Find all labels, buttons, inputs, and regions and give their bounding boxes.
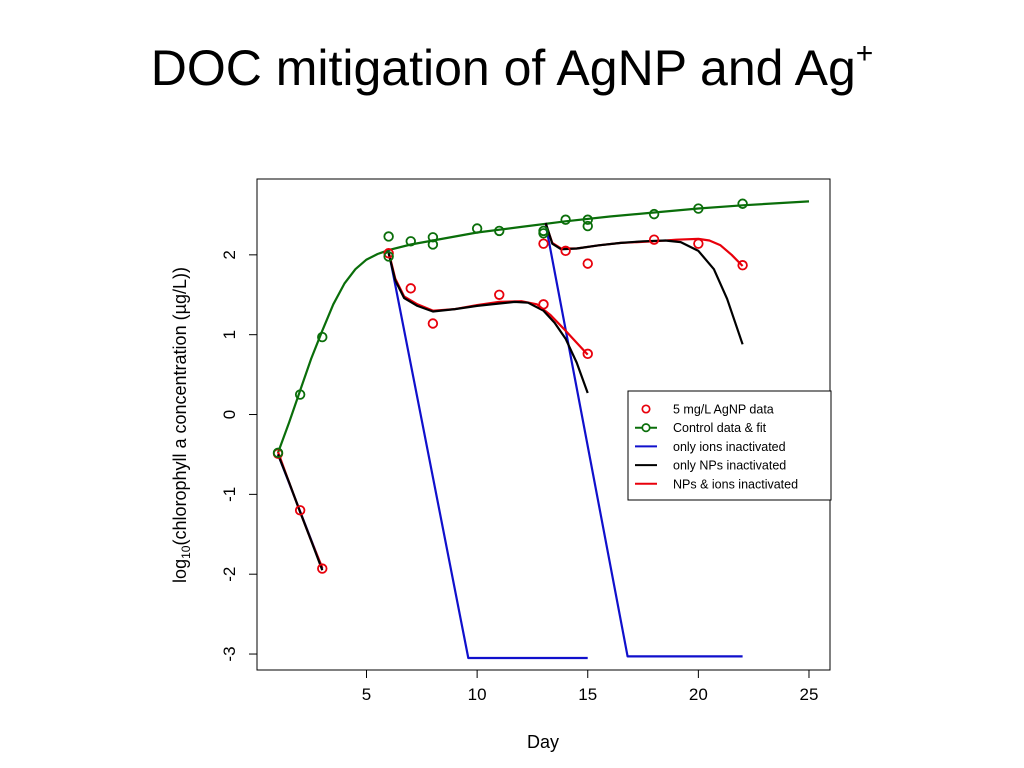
data-point-5-mg-l-agnp-data [383, 248, 394, 259]
data-point-5-mg-l-agnp-data [427, 318, 439, 329]
data-point-control-data-fit [272, 447, 284, 459]
data-point-control-data-fit [582, 214, 593, 225]
x-tick-label: 20 [689, 685, 708, 704]
legend: 5 mg/L AgNP data Control data & fit only i… [627, 390, 832, 501]
data-point-5-mg-l-agnp-data [538, 299, 549, 310]
data-point-control-data-fit [471, 223, 483, 234]
x-tick-label: 15 [578, 685, 597, 704]
series-line-only-ions-inactivated [544, 224, 743, 658]
series-line-only-nps-inactivated [387, 252, 589, 394]
data-point-control-data-fit [560, 214, 571, 225]
data-point-5-mg-l-agnp-data [582, 258, 593, 269]
legend-key-marker [641, 423, 651, 433]
data-point-control-data-fit [582, 220, 593, 232]
data-point-control-data-fit [317, 331, 328, 343]
data-point-5-mg-l-agnp-data [560, 245, 571, 257]
y-axis-title-subscript: 10 [179, 545, 193, 559]
data-point-5-mg-l-agnp-data [648, 234, 660, 245]
data-point-5-mg-l-agnp-data [582, 348, 593, 360]
series-line-only-nps-inactivated [276, 453, 324, 571]
y-axis-title: log10(chlorophyll a concentration (µg/L)… [170, 267, 193, 583]
x-axis-title: Day [527, 732, 559, 752]
data-point-control-data-fit [383, 231, 394, 242]
legend-label: only ions inactivated [673, 440, 786, 454]
slide-title-text: DOC mitigation of AgNP and Ag [150, 40, 856, 96]
data-point-5-mg-l-agnp-data [494, 289, 505, 300]
legend-key-marker [641, 404, 651, 414]
y-tick-label: 2 [220, 250, 239, 259]
legend-label: 5 mg/L AgNP data [673, 403, 774, 417]
slide-title-superscript: + [855, 37, 874, 70]
slide-title: DOC mitigation of AgNP and Ag+ [0, 18, 1024, 104]
legend-label: only NPs inactivated [673, 459, 786, 473]
y-tick-label: 1 [220, 330, 239, 339]
series-line-nps-ions-inactivated [387, 251, 589, 356]
legend-box [627, 390, 832, 501]
x-axis: 5 10 15 20 25 [362, 669, 819, 704]
data-point-5-mg-l-agnp-data [737, 260, 748, 271]
data-point-control-data-fit [737, 198, 748, 209]
data-point-control-data-fit [294, 389, 306, 400]
data-point-control-data-fit [383, 251, 394, 262]
legend-label: Control data & fit [673, 421, 767, 435]
y-axis-title-rest: (chlorophyll a concentration (µg/L)) [170, 267, 190, 546]
data-point-control-data-fit [405, 236, 416, 247]
x-tick-label: 5 [362, 685, 371, 704]
x-tick-label: 25 [800, 685, 819, 704]
y-tick-label: -3 [220, 646, 239, 661]
y-tick-label: -2 [220, 567, 239, 582]
data-point-5-mg-l-agnp-data [405, 283, 416, 294]
data-point-5-mg-l-agnp-data [693, 238, 704, 249]
legend-label: NPs & ions inactivated [673, 477, 798, 491]
y-tick-label: -1 [220, 487, 239, 502]
data-point-control-data-fit [427, 239, 439, 250]
y-axis: -3 -2 -1 0 1 2 [220, 250, 258, 662]
x-tick-label: 10 [468, 685, 487, 704]
series-line-only-ions-inactivated [387, 250, 588, 660]
data-point-control-data-fit [538, 228, 549, 239]
data-point-control-data-fit [648, 208, 660, 220]
y-tick-label: 0 [220, 410, 239, 419]
data-point-control-data-fit [693, 203, 704, 214]
series-line-nps-ions-inactivated [544, 223, 744, 267]
y-axis-title-log: log [170, 559, 190, 583]
data-point-control-data-fit [494, 225, 505, 237]
data-point-5-mg-l-agnp-data [317, 563, 328, 574]
plot-area [272, 198, 810, 660]
data-point-5-mg-l-agnp-data [538, 238, 549, 249]
series-line-control-data-fit [276, 200, 810, 454]
data-point-control-data-fit [427, 232, 439, 243]
data-point-5-mg-l-agnp-data [294, 505, 306, 516]
